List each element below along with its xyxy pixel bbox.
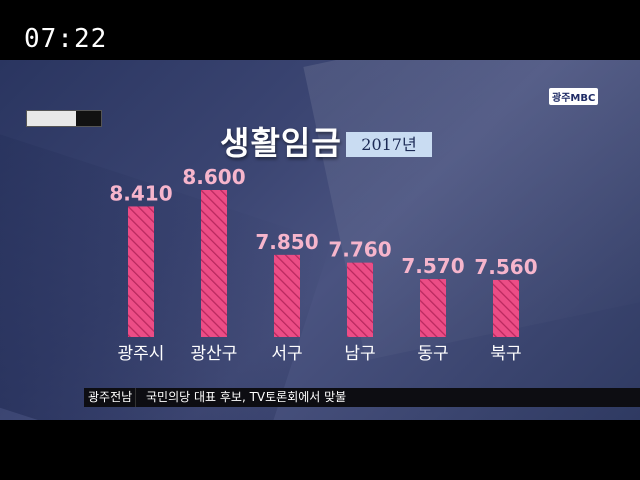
ticker-headline: 국민의당 대표 후보, TV토론회에서 맞불 <box>146 390 347 404</box>
value-label-2: 7.850 <box>255 230 318 254</box>
station-logo: 광주MBC <box>549 88 599 105</box>
value-label-3: 7.760 <box>328 238 391 262</box>
graphic-background <box>0 60 640 420</box>
category-label-2: 서구 <box>271 344 302 364</box>
clock-progress-bar <box>26 110 102 127</box>
bar-1 <box>201 190 227 337</box>
category-label-4: 동구 <box>417 344 448 364</box>
category-label-3: 남구 <box>344 344 375 364</box>
chart-title: 생활임금 <box>220 124 342 162</box>
bar-4 <box>420 279 446 337</box>
bar-0 <box>128 206 154 337</box>
bar-3 <box>347 262 373 337</box>
clock-progress-fill <box>27 111 76 126</box>
bar-5 <box>493 279 519 337</box>
value-label-0: 8.410 <box>109 181 172 205</box>
category-label-5: 북구 <box>490 344 521 364</box>
bars-layer: 8.410 광주시 8.600 광산구 7.850 서구 7.760 남구 7.570 동구 7.5… <box>109 165 537 364</box>
year-badge: 2017년 <box>346 132 432 157</box>
value-label-5: 7.560 <box>474 255 537 279</box>
ticker-region: 광주전남 <box>84 388 136 407</box>
news-ticker: 광주전남 국민의당 대표 후보, TV토론회에서 맞불 <box>84 388 640 407</box>
value-label-4: 7.570 <box>401 254 464 278</box>
broadcast-clock: 07:22 <box>24 24 108 54</box>
category-label-0: 광주시 <box>118 344 165 364</box>
category-label-1: 광산구 <box>191 344 238 364</box>
bar-2 <box>274 254 300 337</box>
value-label-1: 8.600 <box>182 165 245 189</box>
